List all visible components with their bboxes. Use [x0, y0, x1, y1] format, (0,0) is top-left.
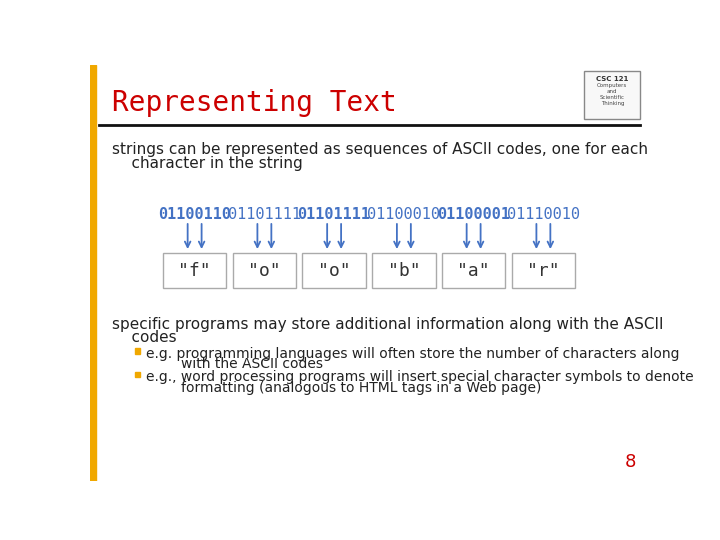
Bar: [585, 71, 640, 119]
Text: e.g. programming languages will often store the number of characters along: e.g. programming languages will often st…: [145, 347, 679, 361]
Text: "a": "a": [457, 262, 490, 280]
Text: "r": "r": [527, 262, 559, 280]
Text: 01100110: 01100110: [158, 207, 231, 222]
Bar: [163, 253, 226, 288]
Bar: [135, 372, 140, 377]
Bar: [90, 65, 96, 481]
Text: Computers
and
Scientific
Thinking: Computers and Scientific Thinking: [597, 83, 627, 106]
Text: e.g., word processing programs will insert special character symbols to denote: e.g., word processing programs will inse…: [145, 370, 693, 384]
Text: 8: 8: [625, 454, 636, 471]
Text: "o": "o": [248, 262, 281, 280]
Bar: [512, 253, 575, 288]
Text: specific programs may store additional information along with the ASCII: specific programs may store additional i…: [112, 318, 663, 332]
Text: 01100001: 01100001: [437, 207, 510, 222]
Text: "b": "b": [387, 262, 420, 280]
Text: 01101111: 01101111: [228, 207, 301, 222]
Text: formatting (analogous to HTML tags in a Web page): formatting (analogous to HTML tags in a …: [145, 381, 541, 395]
Bar: [442, 253, 505, 288]
Bar: [233, 253, 296, 288]
Text: 01101111: 01101111: [297, 207, 371, 222]
Text: 01110010: 01110010: [507, 207, 580, 222]
Text: with the ASCII codes: with the ASCII codes: [145, 357, 323, 372]
Bar: [372, 253, 436, 288]
Text: "f": "f": [179, 262, 211, 280]
Text: codes: codes: [112, 330, 176, 346]
Text: CSC 121: CSC 121: [596, 76, 629, 82]
Text: Representing Text: Representing Text: [112, 89, 397, 117]
Bar: [302, 253, 366, 288]
Text: strings can be represented as sequences of ASCII codes, one for each: strings can be represented as sequences …: [112, 142, 648, 157]
Text: "o": "o": [318, 262, 351, 280]
Text: 01100010: 01100010: [367, 207, 441, 222]
Text: character in the string: character in the string: [112, 156, 302, 171]
Bar: [135, 348, 140, 354]
